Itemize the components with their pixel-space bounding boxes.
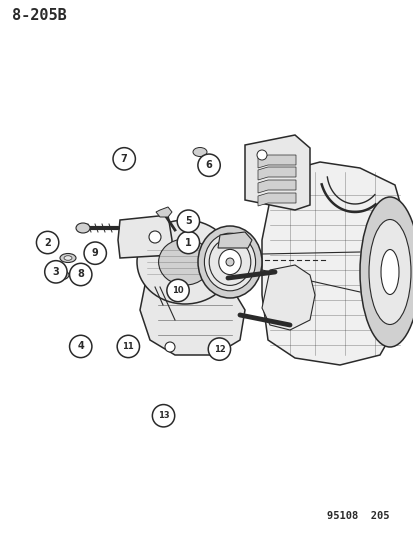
Ellipse shape [368, 220, 410, 325]
Text: 8-205B: 8-205B [12, 8, 66, 23]
Polygon shape [257, 193, 295, 206]
Polygon shape [261, 265, 314, 330]
Ellipse shape [51, 270, 69, 280]
Text: 12: 12 [213, 345, 225, 353]
Circle shape [225, 258, 233, 266]
Text: 95108  205: 95108 205 [327, 511, 389, 521]
Circle shape [113, 148, 135, 170]
Circle shape [36, 231, 59, 254]
Text: 5: 5 [185, 216, 191, 226]
Circle shape [152, 405, 174, 427]
Ellipse shape [204, 233, 255, 291]
Polygon shape [257, 167, 295, 180]
Circle shape [177, 231, 199, 254]
Polygon shape [257, 155, 295, 168]
Circle shape [166, 279, 189, 302]
Circle shape [84, 242, 106, 264]
Ellipse shape [359, 197, 413, 347]
Ellipse shape [76, 223, 90, 233]
Polygon shape [261, 162, 407, 365]
Text: 10: 10 [172, 286, 183, 295]
Ellipse shape [218, 249, 241, 274]
Text: 1: 1 [185, 238, 191, 247]
Ellipse shape [192, 148, 206, 157]
Text: 11: 11 [122, 342, 134, 351]
Ellipse shape [209, 239, 250, 285]
Polygon shape [244, 135, 309, 210]
Text: 13: 13 [157, 411, 169, 420]
Polygon shape [140, 285, 244, 355]
Polygon shape [118, 215, 171, 258]
Ellipse shape [55, 272, 64, 278]
Circle shape [256, 150, 266, 160]
Ellipse shape [147, 227, 238, 307]
Text: 8: 8 [77, 270, 84, 279]
Text: 2: 2 [44, 238, 51, 247]
Text: 6: 6 [205, 160, 212, 170]
Ellipse shape [64, 256, 72, 260]
Text: 4: 4 [77, 342, 84, 351]
Ellipse shape [60, 254, 76, 262]
Circle shape [149, 231, 161, 243]
Circle shape [69, 263, 92, 286]
Circle shape [209, 342, 219, 352]
Ellipse shape [137, 220, 233, 304]
Circle shape [208, 338, 230, 360]
Polygon shape [156, 207, 171, 217]
Circle shape [165, 342, 175, 352]
Polygon shape [218, 232, 252, 248]
Text: 3: 3 [52, 267, 59, 277]
Ellipse shape [380, 249, 398, 295]
Polygon shape [257, 180, 295, 193]
Circle shape [177, 210, 199, 232]
Circle shape [197, 154, 220, 176]
Circle shape [117, 335, 139, 358]
Circle shape [69, 335, 92, 358]
Ellipse shape [197, 226, 261, 298]
Text: 7: 7 [121, 154, 127, 164]
Text: 9: 9 [92, 248, 98, 258]
Ellipse shape [158, 239, 211, 285]
Circle shape [45, 261, 67, 283]
